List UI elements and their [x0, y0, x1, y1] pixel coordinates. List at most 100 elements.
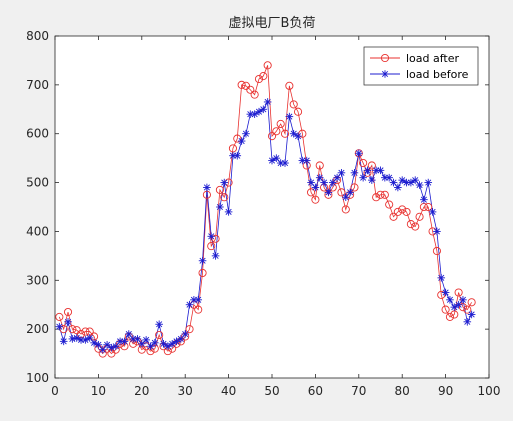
legend: load after load before	[363, 46, 479, 86]
data-point	[111, 342, 120, 351]
legend-marker-icon	[380, 53, 390, 63]
data-point	[59, 325, 68, 334]
data-point	[441, 305, 450, 314]
data-point	[181, 330, 189, 338]
data-point	[415, 212, 424, 221]
data-point	[333, 173, 341, 182]
data-point	[276, 119, 285, 128]
data-point	[350, 169, 359, 177]
data-point	[220, 178, 229, 187]
data-point	[194, 296, 203, 304]
data-point	[224, 208, 233, 216]
data-point	[81, 327, 90, 336]
data-point	[103, 340, 111, 349]
data-point	[315, 173, 324, 182]
data-point	[285, 112, 294, 121]
data-point	[394, 183, 402, 192]
data-point	[289, 129, 298, 138]
data-point	[259, 105, 268, 114]
data-point	[467, 310, 476, 319]
data-point	[328, 178, 337, 187]
x-tick-label: 30	[178, 384, 193, 398]
data-point	[355, 149, 363, 158]
data-point	[151, 339, 159, 347]
data-point	[185, 300, 194, 309]
data-point	[207, 242, 216, 251]
data-point	[446, 296, 454, 304]
data-point	[432, 246, 441, 256]
data-point	[389, 212, 398, 221]
x-tick-label: 50	[264, 384, 279, 398]
data-point	[454, 300, 463, 309]
y-tick-label: 600	[26, 127, 49, 141]
legend-label: load before	[406, 68, 469, 81]
legend-marker-icon	[381, 70, 389, 78]
data-point	[372, 193, 381, 202]
data-point	[85, 334, 94, 342]
data-point	[445, 312, 454, 321]
legend-entry: load after	[370, 52, 460, 65]
data-point	[311, 183, 320, 192]
data-point	[389, 178, 398, 187]
data-point	[341, 193, 350, 202]
data-point	[294, 132, 302, 140]
data-point	[359, 158, 368, 168]
data-point	[376, 190, 385, 199]
legend-box	[363, 46, 479, 86]
data-point	[242, 129, 250, 138]
data-point	[129, 335, 137, 343]
data-point	[367, 161, 376, 170]
data-point	[463, 318, 472, 326]
data-point	[311, 195, 320, 204]
data-point	[359, 173, 367, 182]
data-point	[406, 220, 415, 229]
data-point	[198, 268, 207, 278]
data-point	[289, 100, 298, 109]
data-point	[98, 345, 107, 354]
data-point	[293, 107, 303, 116]
data-point	[116, 337, 124, 346]
data-point	[59, 337, 68, 346]
data-point	[411, 222, 420, 231]
data-point	[402, 178, 411, 187]
data-point	[420, 195, 428, 204]
data-point	[63, 307, 73, 317]
data-point	[216, 203, 224, 211]
data-point	[155, 320, 163, 329]
data-point	[233, 134, 242, 143]
data-point	[433, 227, 441, 236]
data-point	[437, 274, 446, 282]
data-point	[307, 178, 315, 187]
x-tick-label: 90	[438, 384, 453, 398]
data-point	[428, 208, 437, 216]
data-point	[55, 322, 64, 331]
data-point	[185, 325, 194, 334]
data-point	[207, 232, 216, 241]
data-point	[380, 190, 389, 199]
data-point	[237, 137, 246, 145]
series-markers-load-before	[55, 98, 476, 354]
data-point	[194, 305, 203, 314]
x-tick-label: 70	[351, 384, 366, 398]
data-point	[211, 234, 220, 243]
data-point	[259, 72, 268, 81]
data-point	[350, 183, 359, 192]
data-point	[254, 74, 264, 84]
data-point	[233, 151, 242, 160]
data-point	[142, 336, 150, 344]
data-point	[146, 342, 155, 351]
data-point	[203, 183, 211, 192]
data-point	[198, 256, 207, 265]
chart-title: 虚拟电厂B负荷	[229, 16, 316, 31]
legend-entry: load before	[370, 68, 469, 81]
data-point	[454, 288, 463, 297]
data-point	[120, 337, 129, 346]
data-point	[368, 176, 376, 184]
x-tick-label: 80	[395, 384, 410, 398]
data-point	[341, 205, 350, 214]
data-point	[55, 312, 64, 321]
data-point	[155, 330, 164, 340]
data-point	[94, 340, 103, 349]
x-tick-label: 0	[51, 384, 59, 398]
